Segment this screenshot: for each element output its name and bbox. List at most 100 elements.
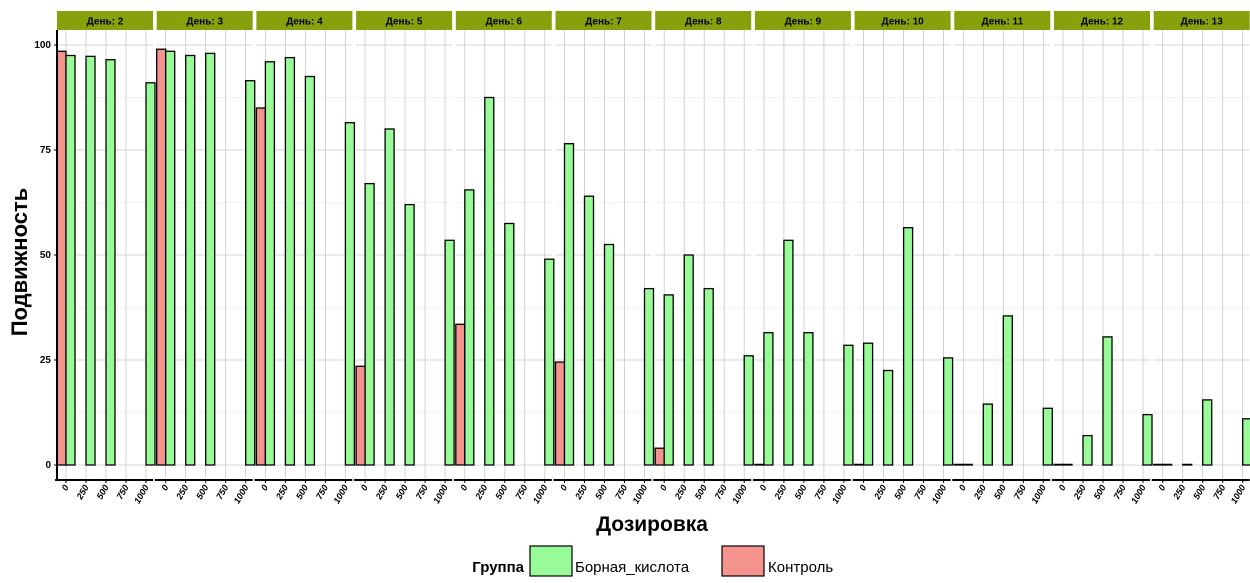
- facet-strip-label: День: 7: [585, 17, 622, 28]
- x-tick-label: 750: [713, 483, 729, 501]
- bar-boric-day7-dose500: [603, 243, 615, 466]
- bar-boric-day2-dose250: [85, 55, 96, 466]
- x-tick-label: 0: [957, 483, 968, 492]
- bar-boric-day11-dose0: [962, 463, 973, 466]
- x-tick-label: 1000: [531, 483, 550, 505]
- facet-strip: [1054, 11, 1150, 30]
- legend-label-control: Контроль: [768, 559, 833, 576]
- x-tick-label: 500: [593, 483, 609, 501]
- bar-boric-day9-dose500: [803, 332, 814, 466]
- facet-strip-label: День: 5: [386, 17, 423, 28]
- facet-strip-label: День: 10: [881, 17, 924, 28]
- bar-control-day11-dose0: [953, 463, 964, 466]
- bar-boric-day3-dose0: [165, 50, 176, 466]
- x-tick-label: 250: [74, 483, 91, 502]
- bar-boric-day3-dose1000: [245, 80, 256, 466]
- x-tick-label: 250: [174, 483, 191, 502]
- bar-boric-day12-dose0: [1062, 463, 1073, 466]
- bar-control-day13-dose0: [1153, 463, 1164, 466]
- bar-boric-day2-dose500: [105, 59, 116, 466]
- bar-control-day5-dose0: [355, 365, 366, 466]
- x-tick-label: 0: [259, 483, 270, 492]
- facet-strip: [1153, 11, 1250, 30]
- x-tick-label: 0: [359, 483, 370, 492]
- bar-boric-day7-dose0: [563, 143, 575, 466]
- legend-label-boric: Борная_кислота: [575, 559, 690, 576]
- facet-strip: [455, 11, 552, 30]
- bar-boric-day9-dose1000: [843, 344, 854, 466]
- x-tick-label: 1000: [1029, 483, 1048, 505]
- x-tick-label: 500: [892, 483, 908, 501]
- bar-boric-day6-dose500: [504, 222, 515, 466]
- x-tick-label: 250: [1071, 483, 1088, 502]
- bar-control-day4-dose0: [255, 107, 267, 466]
- legend: Группа Борная_кислота Контроль: [472, 545, 833, 577]
- bar-boric-day3-dose500: [205, 52, 216, 466]
- y-tick-label: 75: [40, 145, 52, 156]
- x-tick-label: 750: [214, 483, 230, 501]
- x-tick-label: 0: [857, 483, 868, 492]
- x-tick-label: 500: [992, 483, 1008, 501]
- facet-strip: [555, 11, 652, 30]
- bar-boric-day5-dose0: [364, 182, 375, 466]
- bar-control-day10-dose0: [853, 463, 865, 466]
- x-tick-label: 500: [1191, 483, 1207, 501]
- bar-boric-day13-dose500: [1202, 399, 1213, 466]
- bar-boric-day12-dose250: [1082, 434, 1093, 466]
- x-tick-label: 250: [273, 483, 290, 502]
- x-tick-label: 250: [573, 483, 590, 502]
- y-tick-label: 50: [40, 250, 52, 261]
- legend-swatch-control: [721, 545, 765, 577]
- bar-control-day2-dose0: [56, 50, 67, 466]
- x-tick-label: 250: [373, 483, 390, 502]
- bar-boric-day10-dose250: [882, 369, 894, 466]
- x-tick-label: 750: [912, 483, 928, 501]
- bar-boric-day7-dose1000: [643, 287, 655, 466]
- facet-strip: [57, 11, 153, 30]
- bar-boric-day9-dose0: [763, 332, 774, 466]
- facet-strip-label: День: 4: [286, 17, 323, 28]
- bar-boric-day3-dose250: [185, 54, 196, 466]
- x-tick-label: 1000: [631, 483, 650, 505]
- bar-control-day12-dose0: [1053, 463, 1064, 466]
- x-tick-label: 500: [394, 483, 410, 501]
- x-tick-label: 750: [613, 483, 629, 501]
- facet-strip-label: День: 11: [981, 17, 1023, 28]
- bar-boric-day8-dose500: [703, 287, 714, 466]
- bar-boric-day8-dose0: [663, 294, 674, 466]
- bar-boric-day5-dose250: [384, 128, 395, 466]
- bar-boric-day4-dose500: [304, 75, 316, 466]
- bar-boric-day5-dose1000: [444, 239, 455, 466]
- facet-strip-label: День: 13: [1181, 17, 1224, 28]
- x-tick-label: 500: [95, 483, 111, 501]
- facet-strip-label: День: 6: [485, 17, 522, 28]
- facet-strips-layer: День: 2 День: 3 День: 4 День: 5 День: 6 День:…: [57, 11, 1250, 30]
- x-tick-label: 0: [757, 483, 768, 492]
- x-tick-label: 1000: [1229, 483, 1248, 505]
- x-tick-label: 250: [971, 483, 988, 502]
- bar-boric-day8-dose250: [683, 254, 694, 466]
- bar-control-day6-dose0: [455, 323, 466, 466]
- x-tick-label: 0: [60, 483, 71, 492]
- bar-boric-day7-dose250: [583, 195, 595, 466]
- x-tick-label: 750: [812, 483, 828, 501]
- bar-control-day7-dose0: [554, 361, 566, 466]
- bar-boric-day6-dose0: [464, 189, 475, 466]
- x-tick-label: 500: [1092, 483, 1108, 501]
- x-tick-label: 1000: [232, 483, 251, 505]
- x-tick-label: 250: [772, 483, 789, 502]
- bar-boric-day11-dose1000: [1042, 407, 1053, 466]
- x-tick-label: 1000: [431, 483, 450, 505]
- y-tick-label: 25: [40, 355, 52, 366]
- x-tick-label: 500: [792, 483, 808, 501]
- facet-strip: [954, 11, 1051, 30]
- facet-strip-label: День: 12: [1081, 17, 1124, 28]
- bars-layer: [56, 48, 1250, 466]
- facet-strip: [356, 11, 453, 30]
- x-axis-title: Дозировка: [596, 513, 708, 536]
- bar-control-day3-dose0: [156, 48, 167, 466]
- x-tick-label: 750: [513, 483, 529, 501]
- bar-boric-day4-dose0: [264, 61, 276, 466]
